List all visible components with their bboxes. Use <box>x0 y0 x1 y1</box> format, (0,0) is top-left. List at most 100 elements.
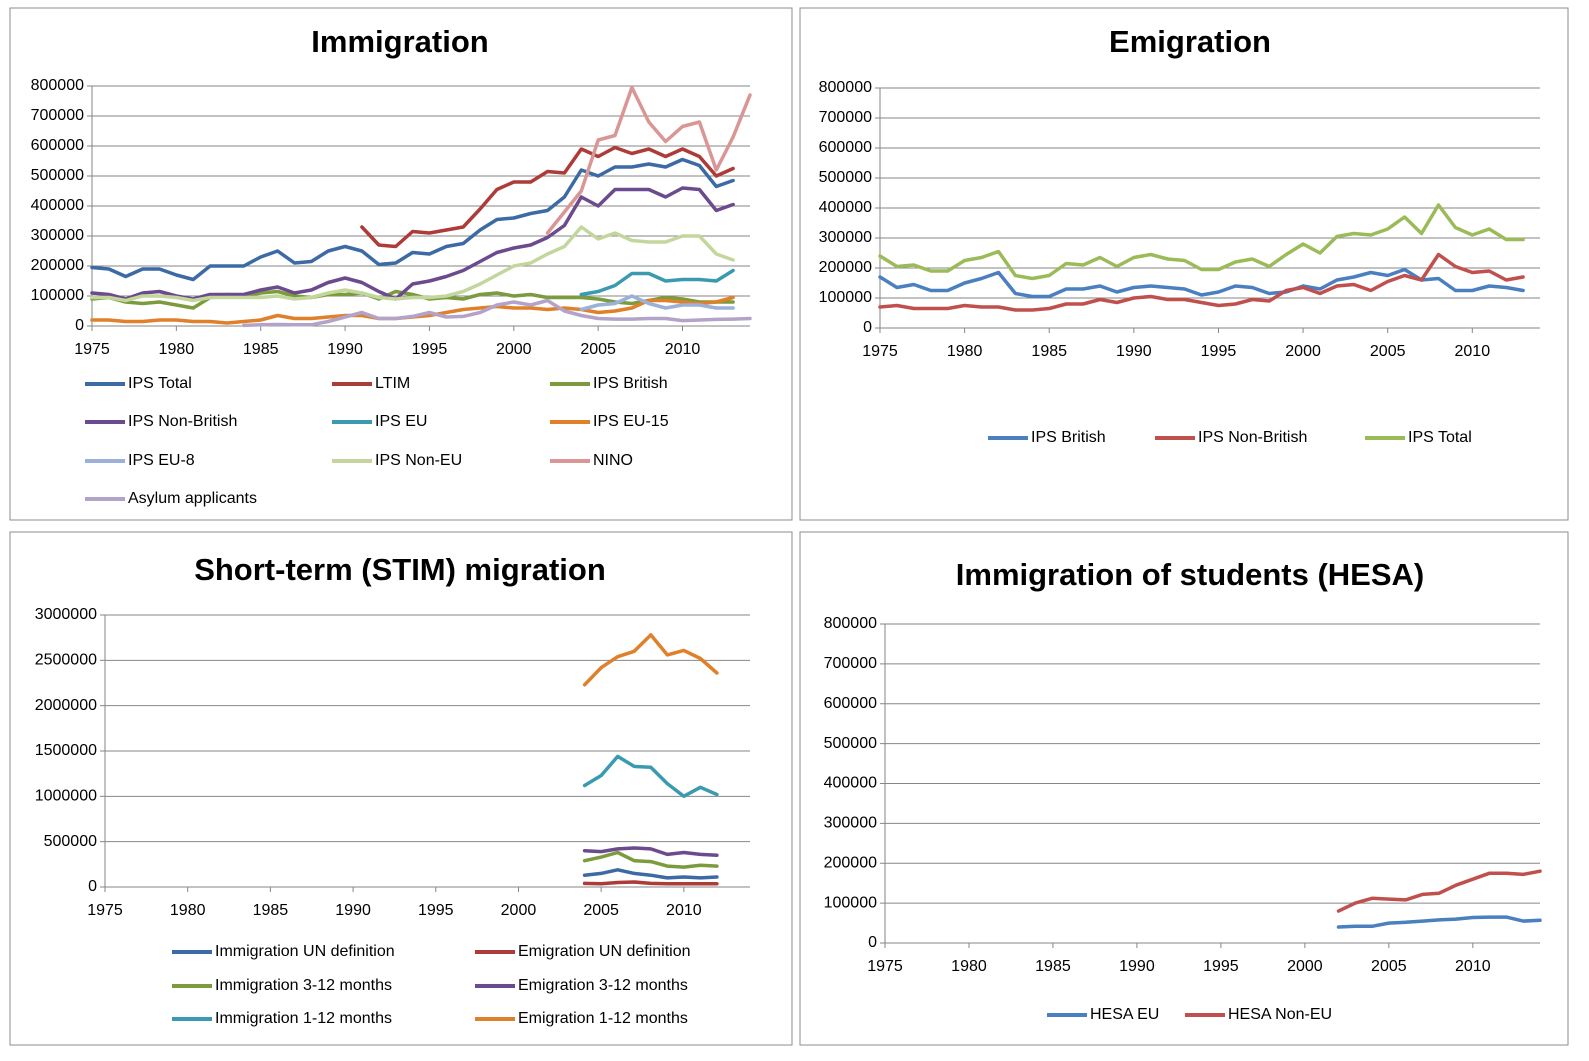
x-tick-label: 1985 <box>1031 343 1067 360</box>
x-tick-label: 2000 <box>501 902 537 919</box>
y-tick-label: 200000 <box>31 257 84 274</box>
y-tick-label: 1000000 <box>35 788 97 805</box>
series-line <box>582 850 719 869</box>
legend-label: NINO <box>593 452 633 469</box>
series-line <box>90 157 735 282</box>
y-tick-label: 1500000 <box>35 742 97 759</box>
x-tick-label: 1995 <box>1203 958 1239 975</box>
series-line <box>90 186 735 301</box>
x-tick-label: 1985 <box>1035 958 1071 975</box>
legend-label: IPS Non-British <box>1198 429 1307 446</box>
x-tick-label: 1975 <box>867 958 903 975</box>
y-tick-label: 500000 <box>44 833 97 850</box>
y-tick-label: 600000 <box>819 139 872 156</box>
x-tick-label: 1990 <box>327 341 363 358</box>
x-tick-label: 1975 <box>862 343 898 360</box>
panel <box>799 7 1569 521</box>
y-tick-label: 500000 <box>819 169 872 186</box>
legend-label: Emigration 1-12 months <box>518 1010 688 1027</box>
series-line <box>582 868 719 880</box>
y-tick-label: 400000 <box>819 199 872 216</box>
x-tick-label: 2010 <box>666 902 702 919</box>
legend-label: IPS Non-British <box>128 413 237 430</box>
y-tick-label: 2000000 <box>35 697 97 714</box>
legend-label: HESA EU <box>1090 1006 1159 1023</box>
x-tick-label: 1980 <box>170 902 206 919</box>
x-tick-label: 1995 <box>412 341 448 358</box>
legend-label: IPS Non-EU <box>375 452 462 469</box>
series-line <box>579 268 735 297</box>
series-line <box>582 880 719 886</box>
panel <box>799 531 1569 1046</box>
y-tick-label: 3000000 <box>35 606 97 623</box>
x-tick-label: 1980 <box>947 343 983 360</box>
x-tick-label: 2005 <box>1370 343 1406 360</box>
x-tick-label: 2005 <box>580 341 616 358</box>
series-line <box>878 267 1525 299</box>
series-line <box>878 252 1525 312</box>
legend-label: Immigration 1-12 months <box>215 1010 392 1027</box>
legend-label: Emigration 3-12 months <box>518 977 688 994</box>
x-tick-label: 1975 <box>74 341 110 358</box>
chart-title: Short-term (STIM) migration <box>194 552 606 587</box>
series-line <box>878 203 1525 281</box>
x-tick-label: 1980 <box>951 958 987 975</box>
x-tick-label: 2010 <box>1455 343 1491 360</box>
y-tick-label: 0 <box>88 878 97 895</box>
x-tick-label: 2005 <box>583 902 619 919</box>
series-line <box>579 294 735 312</box>
series-line <box>242 298 752 328</box>
legend-label: IPS EU-15 <box>593 413 669 430</box>
y-tick-label: 200000 <box>824 854 877 871</box>
legend-label: IPS British <box>593 375 668 392</box>
legend-label: IPS EU <box>375 413 427 430</box>
y-tick-label: 500000 <box>31 167 84 184</box>
x-tick-label: 1985 <box>243 341 279 358</box>
legend-label: Asylum applicants <box>128 490 257 507</box>
y-tick-label: 200000 <box>819 259 872 276</box>
series-line <box>582 846 719 858</box>
x-tick-label: 1995 <box>418 902 454 919</box>
series-line <box>90 289 735 310</box>
y-tick-label: 500000 <box>824 735 877 752</box>
y-tick-label: 400000 <box>31 197 84 214</box>
legend-label: IPS Total <box>1408 429 1472 446</box>
y-tick-label: 100000 <box>819 289 872 306</box>
y-tick-label: 700000 <box>31 107 84 124</box>
y-tick-label: 800000 <box>31 77 84 94</box>
legend-label: Immigration UN definition <box>215 943 395 960</box>
y-tick-label: 700000 <box>824 655 877 672</box>
panel <box>9 531 793 1046</box>
series-line <box>582 754 719 799</box>
y-tick-label: 300000 <box>31 227 84 244</box>
legend-label: LTIM <box>375 375 410 392</box>
y-tick-label: 600000 <box>824 695 877 712</box>
y-tick-label: 300000 <box>824 815 877 832</box>
series-line <box>90 225 735 303</box>
legend-label: IPS British <box>1031 429 1106 446</box>
y-tick-label: 400000 <box>824 775 877 792</box>
legend-label: IPS Total <box>128 375 192 392</box>
y-tick-label: 600000 <box>31 137 84 154</box>
legend-label: HESA Non-EU <box>1228 1006 1332 1023</box>
x-tick-label: 1975 <box>87 902 123 919</box>
series-line <box>582 633 719 687</box>
x-tick-label: 1980 <box>159 341 195 358</box>
chart-title: Immigration <box>311 24 488 59</box>
series-line <box>360 145 735 249</box>
y-tick-label: 300000 <box>819 229 872 246</box>
y-tick-label: 0 <box>863 319 872 336</box>
series-line <box>1336 869 1542 913</box>
x-tick-label: 1995 <box>1201 343 1237 360</box>
legend-label: Emigration UN definition <box>518 943 691 960</box>
series-line <box>545 85 752 235</box>
y-tick-label: 800000 <box>824 615 877 632</box>
y-tick-label: 0 <box>75 317 84 334</box>
x-tick-label: 2010 <box>665 341 701 358</box>
x-tick-label: 1985 <box>253 902 289 919</box>
x-tick-label: 2000 <box>1285 343 1321 360</box>
series-line <box>1336 915 1542 929</box>
x-tick-label: 1990 <box>1116 343 1152 360</box>
x-tick-label: 2000 <box>1287 958 1323 975</box>
